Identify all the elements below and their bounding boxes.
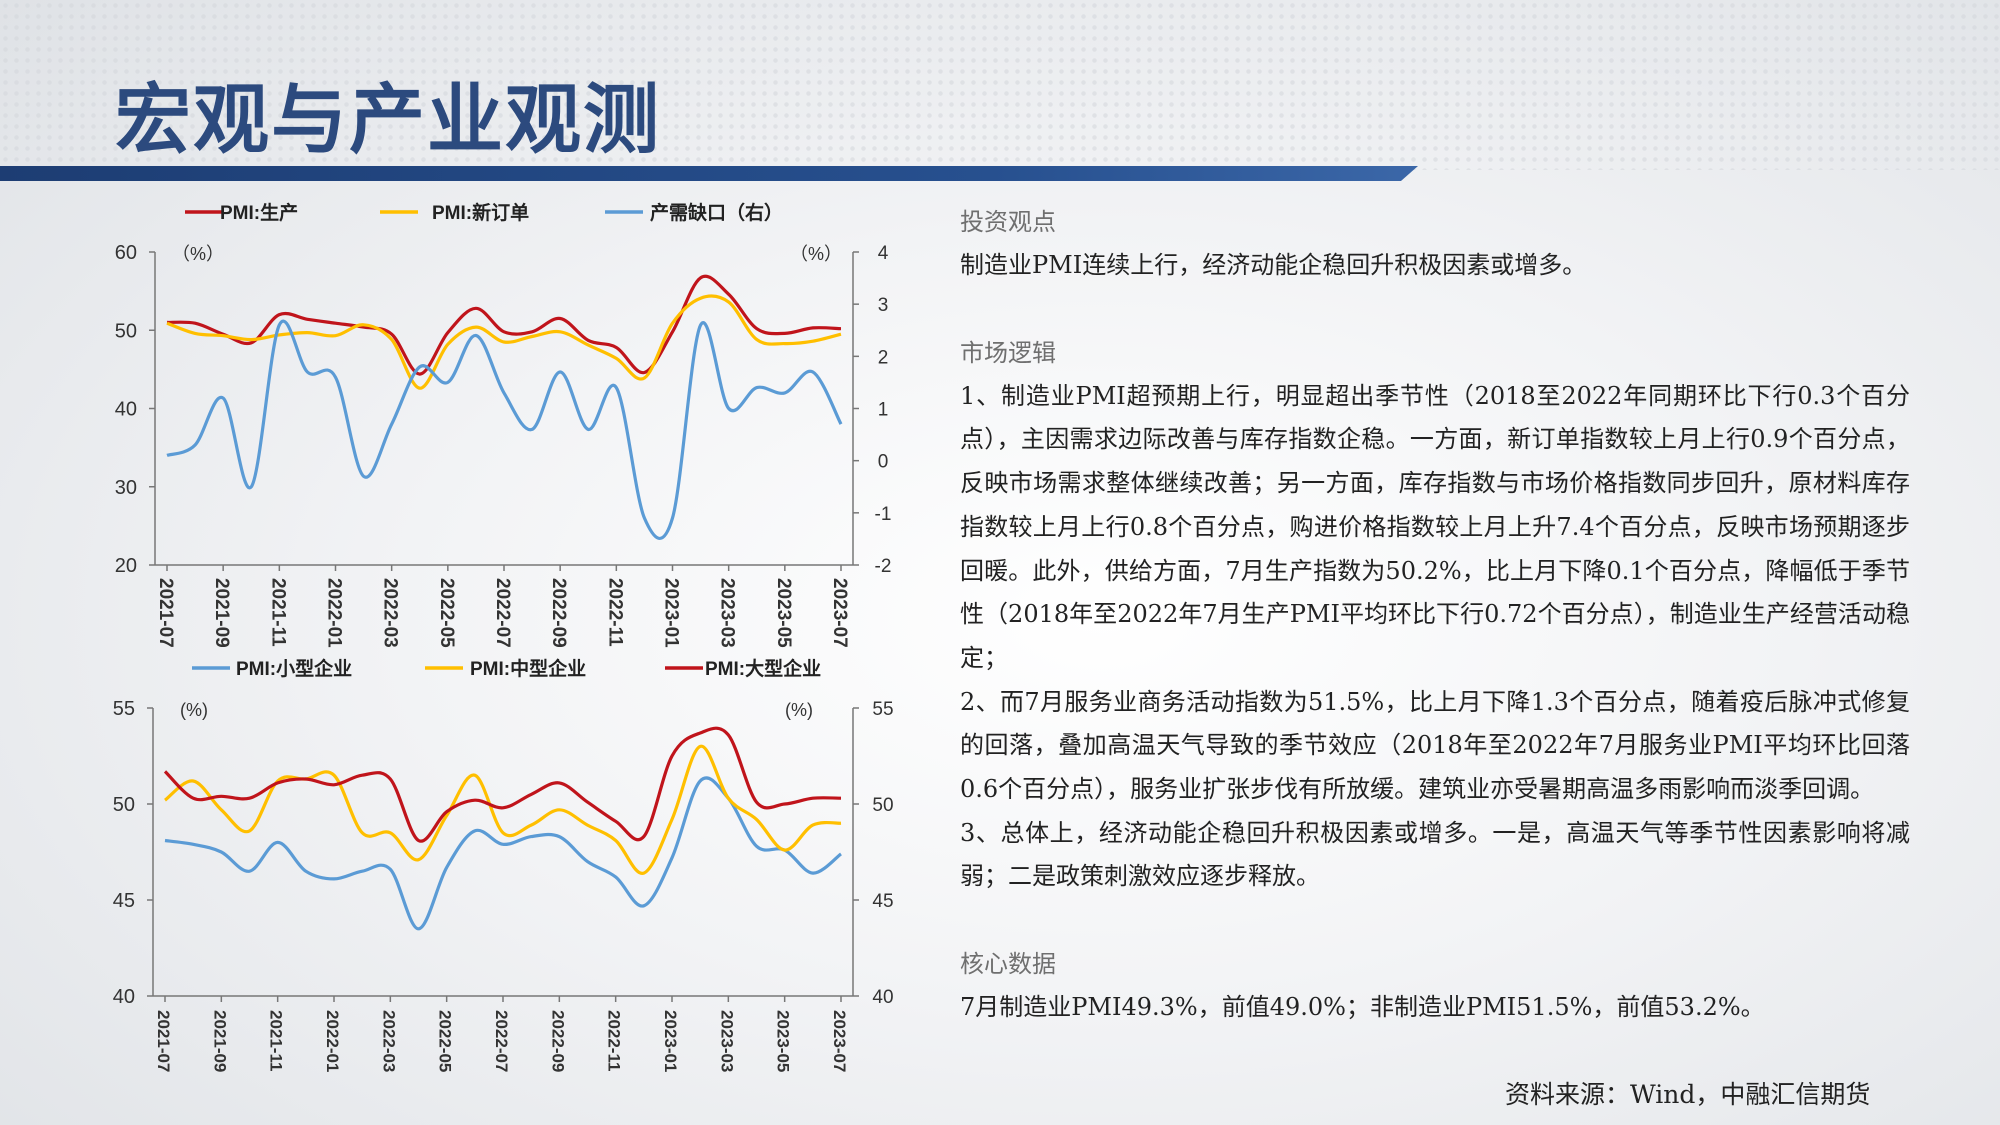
chart1-right-tick-label: -1	[875, 504, 892, 525]
chart1-left-tick-label: 20	[115, 555, 137, 577]
chart1-x-tick-label: 2023-01	[661, 578, 682, 648]
chart1-x-tick-label: 2022-09	[548, 578, 569, 648]
chart2-left-tick-label: 50	[113, 794, 135, 816]
chart1-right-tick-label: 3	[878, 295, 889, 316]
chart2-x-tick-label: 2021-09	[210, 1010, 229, 1072]
core-data-text: 7月制造业PMI49.3%，前值49.0%；非制造业PMI51.5%，前值53.…	[960, 993, 1765, 1022]
chart1-x-tick-label: 2022-03	[380, 578, 401, 648]
chart2-right-tick-label: 55	[872, 699, 893, 720]
chart2-legend-label-3: PMI:大型企业	[705, 657, 821, 680]
chart1-left-tick-label: 60	[115, 242, 137, 264]
chart2-x-tick-label: 2023-05	[774, 1010, 793, 1072]
chart2-x-tick-label: 2022-05	[436, 1010, 455, 1072]
chart2-x-tick-label: 2023-07	[830, 1010, 849, 1072]
chart1-x-tick-label: 2022-11	[604, 578, 625, 647]
chart1-legend-label-2: PMI:新订单	[432, 201, 529, 224]
market-logic-paragraph-3: 3、总体上，经济动能企稳回升积极因素或增多。一是，高温天气等季节性因素影响将减弱…	[960, 818, 1910, 891]
chart2-left-tick-label: 40	[113, 986, 135, 1008]
chart2-left-tick-label: 45	[113, 890, 135, 912]
chart1-right-tick-label: 4	[878, 243, 889, 264]
chart2-right-tick-label: 45	[872, 891, 893, 912]
chart1-left-axis-unit: （%）	[172, 244, 224, 264]
chart1-x-tick-label: 2022-05	[436, 578, 457, 648]
core-data-title: 核心数据	[960, 950, 1056, 979]
world-map-background	[0, 0, 2000, 170]
chart2-series-line-2	[163, 744, 842, 875]
investment-view-title: 投资观点	[960, 208, 1056, 236]
chart1-x-tick-label: 2022-01	[324, 578, 345, 648]
chart2-x-tick-label: 2023-01	[661, 1010, 680, 1072]
chart1-right-tick-label: -2	[875, 556, 892, 577]
chart2-x-tick-label: 2022-01	[323, 1010, 342, 1072]
chart2-series-line-3	[163, 726, 842, 843]
chart1-x-tick-label: 2023-07	[829, 578, 850, 648]
chart1-series-line-3	[166, 319, 843, 541]
chart2-x-tick-label: 2022-03	[379, 1010, 398, 1072]
chart2-legend-label-2: PMI:中型企业	[470, 657, 586, 680]
chart1-legend-label-1: PMI:生产	[220, 201, 298, 224]
chart1-x-tick-label: 2021-07	[155, 578, 176, 648]
chart1-x-tick-label: 2021-09	[211, 578, 232, 648]
chart2-x-tick-label: 2023-03	[717, 1010, 736, 1072]
chart1-x-tick-label: 2022-07	[492, 578, 513, 648]
chart1-x-tick-label: 2023-03	[717, 578, 738, 648]
chart1-series-line-2	[166, 294, 842, 390]
chart1-left-tick-label: 30	[115, 477, 137, 499]
chart2-x-tick-label: 2022-07	[492, 1010, 511, 1072]
chart2-x-tick-label: 2022-09	[548, 1010, 567, 1072]
chart1-legend-label-3: 产需缺口（右）	[650, 201, 783, 224]
data-source-note: 资料来源：Wind，中融汇信期货	[1505, 1080, 1871, 1109]
chart1-left-tick-label: 50	[115, 320, 137, 342]
page-title: 宏观与产业观测	[115, 75, 661, 164]
market-logic-paragraph-2: 2、而7月服务业商务活动指数为51.5%，比上月下降1.3个百分点，随着疫后脉冲…	[960, 687, 1910, 804]
chart2-right-tick-label: 50	[872, 795, 893, 816]
chart1-left-tick-label: 40	[115, 399, 137, 421]
chart2-left-axis-unit: (%)	[180, 700, 208, 720]
market-logic-title: 市场逻辑	[960, 338, 1056, 367]
chart2-x-tick-label: 2022-11	[605, 1010, 624, 1071]
chart1-x-tick-label: 2021-11	[267, 578, 288, 647]
chart1-right-tick-label: 2	[878, 347, 889, 368]
chart1-series-line-1	[166, 274, 842, 376]
chart2-left-tick-label: 55	[113, 698, 135, 720]
title-underline-bar	[0, 166, 1418, 181]
chart1-right-tick-label: 1	[878, 400, 889, 421]
chart2-x-tick-label: 2021-11	[267, 1010, 286, 1071]
market-logic-paragraph-1: 1、制造业PMI超预期上行，明显超出季节性（2018至2022年同期环比下行0.…	[960, 381, 1910, 672]
charts-canvas: 20 30 40 50 60 -2 -1 0 1 2 3 4 （%） （%） 2021-07 2021-09 2…	[113, 201, 894, 1072]
chart2-legend-label-1: PMI:小型企业	[236, 657, 352, 680]
chart2-right-tick-label: 40	[872, 987, 893, 1008]
chart2-x-tick-label: 2021-07	[154, 1010, 173, 1072]
chart1-right-axis-unit: （%）	[790, 244, 842, 264]
chart1-x-tick-label: 2023-05	[773, 578, 794, 648]
chart1-right-tick-label: 0	[878, 452, 889, 473]
analysis-panel: 投资观点 制造业PMI连续上行，经济动能企稳回升积极因素或增多。 市场逻辑 1、…	[960, 200, 1910, 1030]
chart2-right-axis-unit: (%)	[785, 700, 813, 720]
investment-view-text: 制造业PMI连续上行，经济动能企稳回升积极因素或增多。	[960, 251, 1587, 279]
